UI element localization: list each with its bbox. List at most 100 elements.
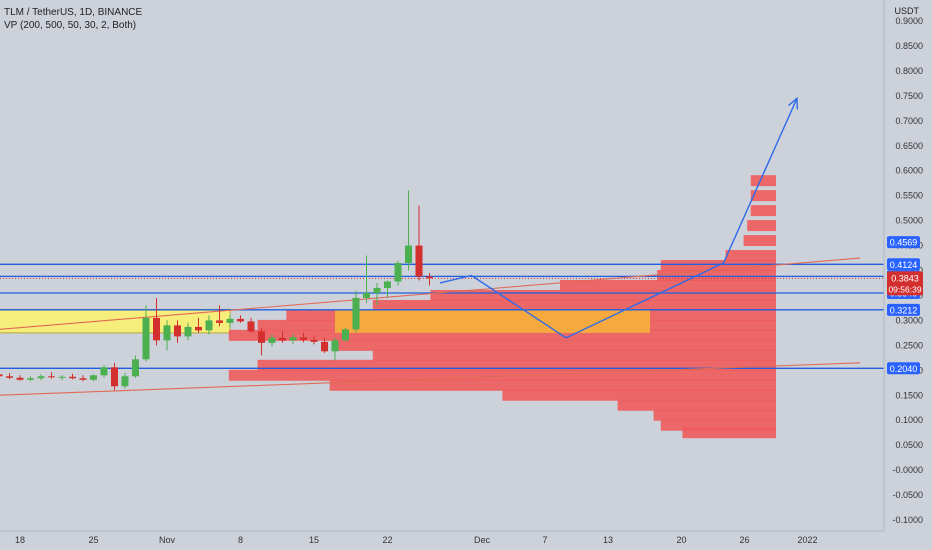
price-tag (887, 236, 920, 249)
y-tick-label: 0.8000 (895, 66, 923, 76)
volume-profile-bar (660, 419, 776, 431)
candle-body[interactable] (174, 325, 181, 337)
candle-body[interactable] (27, 378, 34, 380)
candle-body[interactable] (142, 317, 150, 360)
candle-body[interactable] (90, 375, 97, 380)
x-tick-label: 18 (15, 535, 25, 545)
price-tag-label: 0.4124 (890, 260, 918, 270)
price-tag (887, 362, 920, 375)
candle-body[interactable] (58, 376, 66, 378)
bar-countdown-label: 09:56:39 (888, 284, 921, 294)
volume-profile-bar (653, 409, 776, 421)
candle-body[interactable] (352, 297, 360, 330)
x-tick-label: 13 (603, 535, 613, 545)
y-tick-label: -0.0500 (892, 490, 923, 500)
candle-body[interactable] (16, 377, 24, 380)
volume-profile-bar (747, 220, 776, 232)
trend-line[interactable] (0, 362, 861, 396)
value-area-box (335, 309, 650, 333)
price-tag (887, 258, 920, 271)
price-tag-label: 0.4569 (890, 238, 918, 248)
candle-body[interactable] (300, 337, 307, 340)
y-tick-label: 0.8500 (895, 41, 923, 51)
last-price-label: 0.3843 (891, 273, 919, 283)
y-tick-label: 0.1000 (895, 415, 923, 425)
y-tick-label: -0.0000 (892, 465, 923, 475)
candle-body[interactable] (384, 281, 391, 288)
candle-body[interactable] (331, 340, 339, 352)
volume-profile-bar (228, 369, 777, 381)
candle-body[interactable] (405, 245, 412, 264)
x-tick-label: 15 (309, 535, 319, 545)
x-tick-label: Dec (474, 535, 491, 545)
y-tick-label: 0.3000 (895, 315, 923, 325)
candle-body[interactable] (111, 367, 118, 387)
candle-body[interactable] (394, 263, 402, 282)
candle-body[interactable] (363, 292, 370, 298)
projection-arrowhead (788, 96, 799, 110)
volume-profile-bar (257, 359, 777, 371)
last-price-tag (887, 271, 923, 296)
candle-body[interactable] (184, 326, 192, 337)
volume-profile-bar (372, 349, 776, 361)
y-tick-label: 0.9000 (895, 16, 923, 26)
candle-body[interactable] (226, 318, 234, 323)
candle-body[interactable] (121, 376, 129, 387)
candle-body[interactable] (153, 317, 160, 341)
y-tick-label: 0.1500 (895, 390, 923, 400)
candle-body[interactable] (247, 321, 255, 332)
x-tick-label: 25 (88, 535, 98, 545)
price-tag-label: 0.2040 (890, 364, 918, 374)
candle-body[interactable] (79, 378, 87, 380)
volume-profile-bar (750, 205, 776, 217)
candle-body[interactable] (426, 276, 433, 279)
candle-body[interactable] (373, 287, 381, 293)
symbol-title[interactable]: TLM / TetherUS, 1D, BINANCE (4, 7, 143, 18)
x-tick-label: 26 (739, 535, 749, 545)
y-tick-label: 0.2500 (895, 340, 923, 350)
candle-body[interactable] (6, 376, 13, 378)
x-tick-label: 8 (238, 535, 243, 545)
y-tick-label: 0.7000 (895, 116, 923, 126)
volume-profile-bar (750, 175, 776, 187)
candle-body[interactable] (132, 359, 139, 377)
candle-body[interactable] (289, 337, 297, 341)
candle-body[interactable] (0, 374, 3, 377)
projection-path[interactable] (439, 98, 798, 339)
y-tick-label: 0.7500 (895, 91, 923, 101)
y-tick-label: 0.6000 (895, 166, 923, 176)
candle-body[interactable] (69, 376, 76, 379)
candle-body[interactable] (100, 367, 108, 376)
price-tag-label: 0.3212 (890, 305, 918, 315)
candle-body[interactable] (310, 339, 318, 342)
candle-body[interactable] (258, 331, 265, 343)
volume-profile-bar (750, 190, 776, 202)
candle-body[interactable] (268, 337, 276, 343)
trend-line[interactable] (0, 257, 861, 330)
candle-body[interactable] (237, 318, 244, 322)
candle-body[interactable] (279, 337, 286, 341)
candle-body[interactable] (163, 325, 171, 341)
y-tick-label: 0.6500 (895, 141, 923, 151)
y-tick-label: 0.0500 (895, 440, 923, 450)
candle-body[interactable] (216, 320, 223, 323)
y-tick-label: 0.5000 (895, 216, 923, 226)
candle-body[interactable] (195, 326, 202, 331)
candle-body[interactable] (415, 245, 423, 277)
volume-profile-bar (725, 250, 776, 262)
volume-profile-bar (228, 329, 777, 341)
x-tick-label: 2022 (797, 535, 817, 545)
candle-body[interactable] (321, 341, 328, 352)
y-tick-label: -0.1000 (892, 515, 923, 525)
indicator-label[interactable]: VP (200, 500, 50, 30, 2, Both) (4, 20, 137, 31)
price-tag (887, 303, 920, 316)
candle-body[interactable] (205, 320, 213, 331)
candle-body[interactable] (37, 376, 45, 379)
candle-body[interactable] (48, 376, 55, 378)
candle-body[interactable] (342, 329, 349, 341)
volume-profile-bar (560, 279, 776, 291)
volume-profile-bar (682, 427, 776, 439)
x-tick-label: 22 (382, 535, 392, 545)
